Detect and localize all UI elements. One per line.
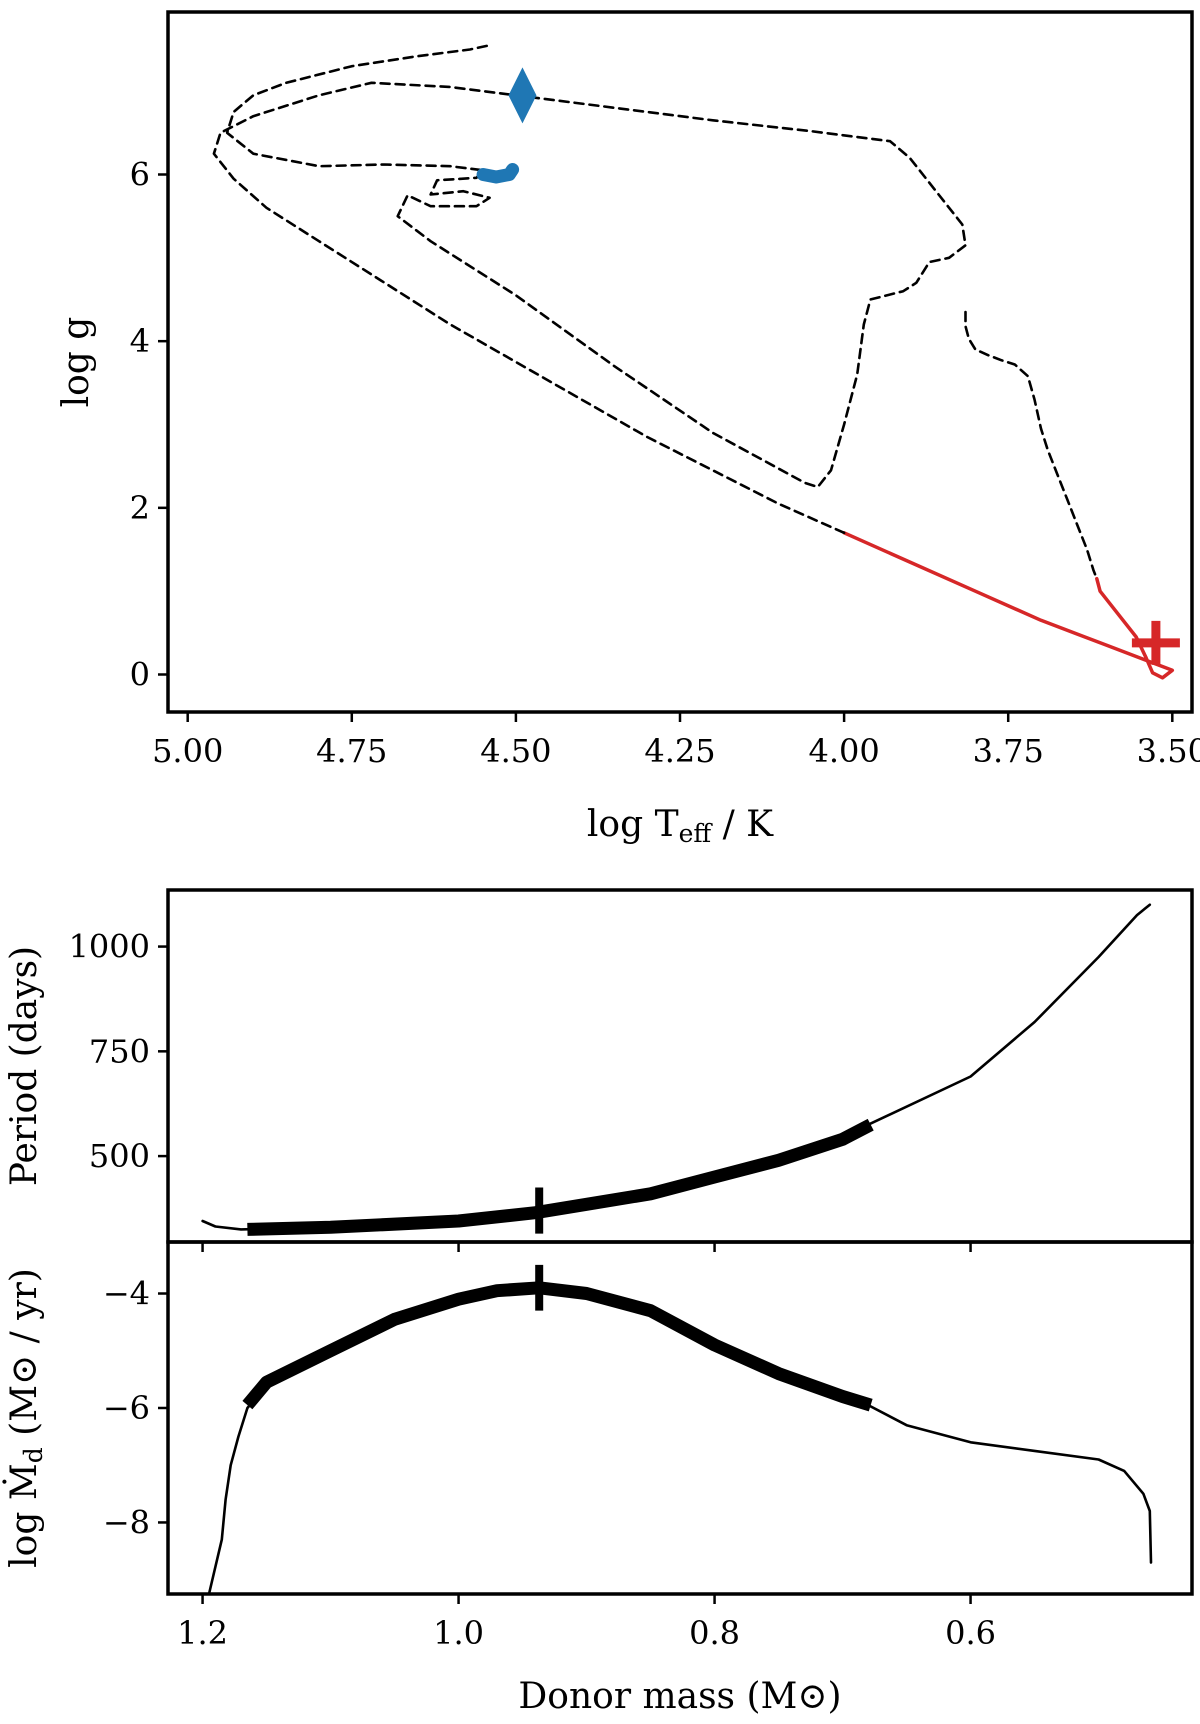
mdot-y-axis-label: log Ṁd (M⊙ / yr): [3, 1268, 48, 1568]
mdot-axes-frame: [166, 1240, 1194, 1596]
period-thick-line: [247, 1118, 874, 1236]
y-tick-label: 6: [130, 156, 150, 194]
mdot-panel: −4 −6 −8 1.2 1.0 0.8 0.6 log Ṁd (M⊙ / yr) Dono…: [3, 1240, 1194, 1717]
y-tick-label: 4: [130, 322, 150, 360]
period-plot-area: [201, 903, 1152, 1236]
y-tick-label: 0: [130, 656, 150, 694]
y-tick-label: 500: [89, 1137, 150, 1175]
x-tick-label: 4.00: [808, 732, 879, 770]
y-tick-label: 2: [130, 489, 150, 527]
hr-panel: 0 2 4 6 5.00 4.75 4.50 4.25 4.00 3.75 3.50 log Tef…: [56, 10, 1200, 848]
mdot-ticks: −4 −6 −8 1.2 1.0 0.8 0.6: [103, 1275, 996, 1652]
x-tick-label: 3.50: [1137, 732, 1200, 770]
mass-transfer-phase-line: [842, 531, 1175, 680]
hr-plot-area: [212, 44, 1180, 680]
x-tick-label: 0.6: [945, 1614, 996, 1652]
hr-ticks: 0 2 4 6 5.00 4.75 4.50 4.25 4.00 3.75 3.50: [130, 156, 1200, 771]
pre-transfer-track-line: [964, 310, 1099, 580]
y-tick-label: −6: [103, 1389, 150, 1427]
y-tick-label: −8: [103, 1503, 150, 1541]
mass-x-axis-label: Donor mass (M⊙): [518, 1676, 841, 1717]
period-y-axis-label: Period (days): [4, 946, 45, 1186]
y-tick-label: 1000: [69, 928, 150, 966]
red-cross: [1131, 620, 1180, 665]
hr-y-axis-label: log g: [56, 317, 97, 408]
x-tick-label: 5.00: [152, 732, 223, 770]
blue-diamond: [508, 67, 537, 124]
post-transfer-track-line: [212, 44, 967, 535]
period-ticks: 500 750 1000: [69, 928, 972, 1252]
x-tick-label: 4.50: [480, 732, 551, 770]
y-tick-label: 750: [89, 1032, 150, 1070]
mdot-thick-line: [242, 1281, 873, 1412]
x-tick-label: 1.2: [177, 1614, 228, 1652]
period-panel: 500 750 1000 Period (days): [4, 888, 1194, 1252]
x-tick-label: 4.25: [644, 732, 715, 770]
hr-x-axis-label: log Teff / K: [587, 804, 774, 848]
x-tick-label: 3.75: [973, 732, 1044, 770]
x-tick-label: 1.0: [433, 1614, 484, 1652]
x-tick-label: 4.75: [316, 732, 387, 770]
blue-endpoint-line: [476, 163, 520, 184]
x-tick-label: 0.8: [689, 1614, 740, 1652]
mdot-plot-area: [207, 1264, 1153, 1596]
y-tick-label: −4: [103, 1275, 150, 1313]
